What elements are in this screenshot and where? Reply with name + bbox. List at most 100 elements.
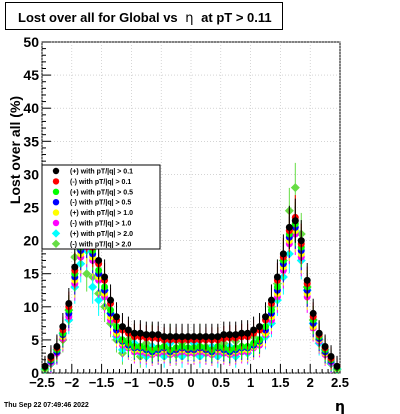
x-tick-label: 2 — [307, 375, 314, 390]
data-point-with-pt-q-0-1 — [65, 299, 73, 307]
legend-marker — [52, 167, 60, 175]
data-point-with-pt-q-0-1 — [178, 333, 186, 341]
x-tick-label: −1.5 — [89, 375, 115, 390]
y-tick-label: 25 — [23, 200, 39, 216]
data-point-with-pt-q-2-0 — [82, 269, 92, 279]
data-point-with-pt-q-0-1 — [333, 362, 341, 370]
data-point-with-pt-q-0-1 — [136, 329, 144, 337]
y-tick-label: 0 — [31, 365, 39, 381]
data-point-with-pt-q-0-1 — [238, 329, 246, 337]
legend-marker — [51, 239, 61, 248]
data-point-with-pt-q-0-1 — [59, 323, 67, 331]
data-point-with-pt-q-0-1 — [279, 250, 287, 258]
data-point-with-pt-q-0-1 — [256, 323, 264, 331]
chart-title-box: Lost over all for Global vs η at pT > 0.… — [5, 2, 283, 30]
y-tick-label: 40 — [23, 100, 39, 116]
data-point-with-pt-q-0-1 — [244, 329, 252, 337]
legend-label: (+) with pT/|q| > 0.5 — [70, 189, 133, 196]
data-point-with-pt-q-0-1 — [95, 256, 103, 264]
timestamp: Thu Sep 22 07:49:46 2022 — [4, 402, 89, 409]
x-tick-label: 2.5 — [331, 375, 349, 390]
data-point-with-pt-q-2-0 — [94, 295, 104, 305]
data-point-with-pt-q-0-1 — [130, 329, 138, 337]
legend-label: (+) with pT/|q| > 2.0 — [70, 231, 133, 238]
data-point-with-pt-q-0-1 — [142, 331, 150, 339]
data-point-with-pt-q-0-1 — [321, 343, 329, 351]
legend-marker — [52, 188, 60, 195]
legend: (+) with pT/|q| > 0.1 (-) with pT/|q| > 0… — [41, 164, 161, 250]
data-point-with-pt-q-0-1 — [327, 352, 335, 360]
legend-marker — [52, 219, 60, 227]
data-point-with-pt-q-0-1 — [148, 331, 156, 339]
data-point-with-pt-q-2-0 — [88, 282, 98, 292]
legend-marker — [52, 178, 60, 185]
x-axis-label: η — [335, 399, 345, 414]
data-point-with-pt-q-0-1 — [184, 333, 192, 341]
y-tick-label: 30 — [23, 166, 39, 182]
data-point-with-pt-q-0-1 — [315, 329, 323, 337]
data-point-with-pt-q-0-1 — [53, 343, 61, 351]
data-point-with-pt-q-0-1 — [250, 326, 258, 334]
data-point-with-pt-q-0-1 — [208, 333, 216, 341]
title-eta: η — [185, 11, 194, 26]
legend-label: (-) with pT/|q| > 0.1 — [70, 179, 131, 186]
legend-label: (+) with pT/|q| > 1.0 — [70, 210, 133, 217]
legend-label: (-) with pT/|q| > 2.0 — [70, 241, 131, 248]
legend-label: (-) with pT/|q| > 0.5 — [70, 200, 131, 207]
data-point-with-pt-q-0-1 — [202, 333, 210, 341]
data-point-with-pt-q-0-1 — [196, 333, 204, 341]
x-tick-label: −0.5 — [148, 375, 174, 390]
data-point-with-pt-q-0-1 — [166, 333, 174, 341]
data-point-with-pt-q-0-1 — [232, 331, 240, 339]
x-tick-label: 1.5 — [271, 375, 289, 390]
axes: −2.5 −2 −1.5 −1 −0.5 0 0.5 1 1.5 2 2.5 0 5 10 15 20 25 30… — [23, 34, 349, 390]
y-tick-label: 50 — [23, 34, 39, 50]
legend-marker — [51, 229, 61, 238]
data-point-with-pt-q-0-1 — [172, 333, 180, 341]
legend-box — [41, 164, 161, 250]
data-point-with-pt-q-0-1 — [154, 331, 162, 339]
y-tick-label: 45 — [23, 67, 39, 83]
data-point-with-pt-q-0-1 — [303, 276, 311, 284]
x-tick-label: 0 — [187, 375, 194, 390]
data-point-with-pt-q-0-1 — [113, 313, 120, 321]
y-tick-label: 10 — [23, 299, 39, 315]
legend-label: (+) with pT/|q| > 0.1 — [70, 169, 133, 176]
data-point-with-pt-q-0-1 — [41, 362, 49, 370]
y-tick-label: 5 — [31, 332, 39, 348]
data-point-with-pt-q-0-1 — [124, 326, 132, 334]
x-tick-label: 1 — [247, 375, 254, 390]
y-tick-label: 20 — [23, 233, 39, 249]
data-point-with-pt-q-0-1 — [309, 309, 317, 317]
data-point-with-pt-q-0-1 — [118, 323, 126, 331]
data-point-with-pt-q-0-1 — [220, 331, 228, 339]
data-point-with-pt-q-0-1 — [190, 333, 198, 341]
y-axis-label: Lost over all (%) — [7, 96, 23, 204]
data-point-with-pt-q-0-1 — [291, 217, 299, 225]
y-tick-label: 15 — [23, 266, 39, 282]
data-point-with-pt-q-2-0 — [290, 183, 300, 193]
x-tick-label: −2 — [64, 375, 79, 390]
data-point-with-pt-q-0-1 — [285, 223, 293, 231]
data-markers — [40, 162, 342, 375]
title-prefix: Lost over all for Global vs — [18, 10, 178, 25]
legend-label: (-) with pT/|q| > 1.0 — [70, 221, 131, 228]
chart-title: Lost over all for Global vs η at pT > 0.… — [18, 10, 272, 26]
x-tick-label: −2.5 — [29, 375, 55, 390]
data-point-with-pt-q-0-1 — [214, 333, 222, 341]
title-suffix: at pT > 0.11 — [201, 10, 272, 25]
x-tick-label: −1 — [124, 375, 139, 390]
data-point-with-pt-q-0-1 — [297, 237, 305, 245]
data-point-with-pt-q-0-1 — [101, 273, 109, 281]
data-point-with-pt-q-0-1 — [71, 263, 79, 271]
legend-marker — [52, 209, 60, 216]
data-point-with-pt-q-0-1 — [267, 296, 275, 304]
data-point-with-pt-q-0-1 — [273, 273, 281, 281]
data-point-with-pt-q-0-1 — [107, 296, 115, 304]
data-point-with-pt-q-0-1 — [47, 352, 55, 360]
data-point-with-pt-q-0-1 — [262, 313, 269, 321]
y-tick-label: 35 — [23, 133, 39, 149]
data-point-with-pt-q-0-1 — [160, 333, 168, 341]
data-point-with-pt-q-0-1 — [226, 331, 234, 339]
